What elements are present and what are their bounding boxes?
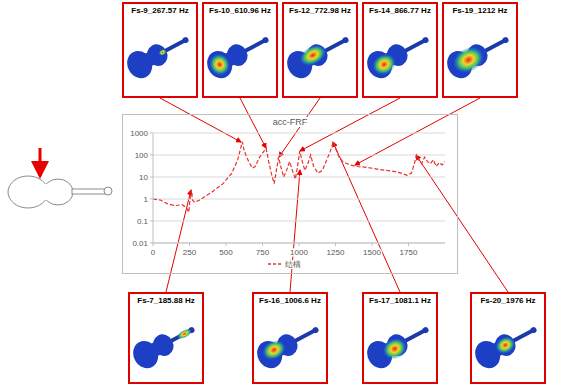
svg-text:0.01: 0.01 xyxy=(132,239,148,248)
svg-text:1750: 1750 xyxy=(400,248,418,257)
html-text:Fs-20_1976 Hz: Fs-20_1976 Hz xyxy=(480,296,536,305)
svg-text:1500: 1500 xyxy=(363,248,381,257)
html-text:Fs-9_267.57 Hz: Fs-9_267.57 Hz xyxy=(131,6,189,15)
svg-text:1250: 1250 xyxy=(327,248,345,257)
html-text:Fs-19_1212 Hz: Fs-19_1212 Hz xyxy=(452,6,508,15)
html-text:Fs-7_185.88 Hz: Fs-7_185.88 Hz xyxy=(137,296,195,305)
svg-text:100: 100 xyxy=(135,151,149,160)
svg-text:1: 1 xyxy=(144,195,149,204)
svg-text:1000: 1000 xyxy=(130,129,148,138)
html-text:Fs-17_1081.1 Hz: Fs-17_1081.1 Hz xyxy=(369,296,431,305)
svg-text:10: 10 xyxy=(139,173,148,182)
svg-text:500: 500 xyxy=(219,248,233,257)
svg-text:0.1: 0.1 xyxy=(137,217,149,226)
svg-text:750: 750 xyxy=(256,248,270,257)
html-text:acc-FRF: acc-FRF xyxy=(272,117,308,127)
svg-text:250: 250 xyxy=(183,248,197,257)
svg-text:1000: 1000 xyxy=(290,248,308,257)
html-text:Fs-12_772.98 Hz: Fs-12_772.98 Hz xyxy=(289,6,351,15)
html-text:结構: 结構 xyxy=(284,260,301,269)
html-text:Fs-10_610.96 Hz: Fs-10_610.96 Hz xyxy=(209,6,271,15)
html-text:Fs-16_1006.6 Hz: Fs-16_1006.6 Hz xyxy=(259,296,321,305)
html-text:Fs-14_866.77 Hz: Fs-14_866.77 Hz xyxy=(369,6,431,15)
svg-text:0: 0 xyxy=(151,248,156,257)
